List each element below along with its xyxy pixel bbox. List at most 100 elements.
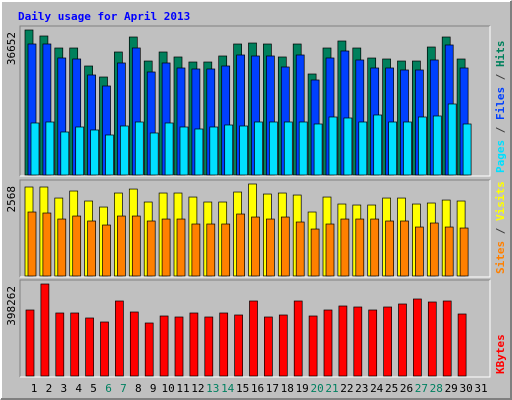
bar bbox=[30, 122, 40, 176]
bar bbox=[462, 123, 472, 176]
bar bbox=[90, 129, 99, 176]
x-tick-label: 18 bbox=[281, 382, 294, 395]
bar bbox=[149, 132, 159, 176]
legend-separator: / bbox=[494, 67, 507, 87]
bar bbox=[293, 300, 303, 377]
panel-shadow bbox=[19, 279, 490, 377]
bar bbox=[415, 226, 424, 277]
bar bbox=[343, 117, 353, 176]
x-tick-label: 12 bbox=[191, 382, 204, 395]
bar bbox=[159, 315, 169, 377]
bar bbox=[146, 220, 156, 277]
bar bbox=[57, 218, 67, 277]
x-tick-label: 2 bbox=[46, 382, 53, 395]
legend-separator: / bbox=[494, 120, 507, 140]
y-tick-label: 36652 bbox=[5, 32, 18, 65]
legend: KBytes bbox=[494, 334, 507, 374]
bar bbox=[191, 223, 201, 277]
legend-separator: / bbox=[494, 221, 507, 241]
bar bbox=[370, 218, 380, 277]
bar bbox=[221, 223, 231, 277]
bar bbox=[459, 227, 469, 277]
bar bbox=[105, 134, 114, 176]
x-tick-label: 15 bbox=[236, 382, 249, 395]
bar bbox=[174, 316, 184, 377]
bar bbox=[234, 314, 243, 377]
bar bbox=[373, 114, 383, 176]
bar bbox=[144, 322, 154, 377]
bar bbox=[27, 211, 37, 277]
bar bbox=[368, 309, 378, 377]
x-tick-label: 10 bbox=[161, 382, 174, 395]
bar bbox=[75, 126, 85, 176]
bar bbox=[251, 216, 260, 277]
bar bbox=[398, 303, 407, 377]
bar bbox=[383, 306, 392, 377]
bar bbox=[295, 221, 305, 277]
legend-entry: Hits bbox=[494, 41, 507, 68]
bar bbox=[358, 121, 368, 176]
bar bbox=[444, 226, 454, 277]
bar bbox=[266, 218, 275, 277]
x-tick-label: 16 bbox=[251, 382, 264, 395]
bar bbox=[194, 128, 204, 176]
bar bbox=[427, 301, 437, 377]
bar bbox=[85, 317, 94, 377]
bar bbox=[388, 121, 397, 176]
bar bbox=[413, 298, 422, 377]
x-tick-label: 20 bbox=[310, 382, 323, 395]
bar bbox=[72, 215, 82, 277]
x-tick-label: 29 bbox=[445, 382, 458, 395]
bar bbox=[87, 220, 96, 277]
x-tick-label: 19 bbox=[296, 382, 309, 395]
y-tick-label: 2568 bbox=[5, 186, 18, 213]
x-tick-label: 27 bbox=[415, 382, 428, 395]
x-tick-label: 26 bbox=[400, 382, 413, 395]
bar bbox=[442, 300, 452, 377]
bar bbox=[209, 126, 219, 176]
bar bbox=[298, 121, 308, 176]
bar bbox=[432, 115, 442, 176]
x-tick-label: 13 bbox=[206, 382, 219, 395]
bar bbox=[385, 220, 394, 277]
bar bbox=[403, 121, 412, 176]
panel-highlight bbox=[20, 280, 491, 378]
bar bbox=[224, 124, 234, 176]
bar bbox=[340, 218, 350, 277]
bar bbox=[42, 212, 52, 277]
legend: Sites / Visits bbox=[494, 181, 507, 274]
bar bbox=[457, 313, 467, 377]
bar bbox=[280, 216, 290, 277]
x-tick-label: 7 bbox=[120, 382, 127, 395]
bar bbox=[429, 222, 439, 277]
bar bbox=[418, 116, 427, 176]
legend-entry: Pages bbox=[494, 140, 507, 173]
bar bbox=[179, 126, 189, 176]
x-tick-label: 28 bbox=[430, 382, 443, 395]
bar bbox=[176, 218, 186, 277]
bar bbox=[278, 314, 288, 377]
bar bbox=[447, 103, 457, 176]
bar bbox=[264, 316, 273, 377]
bar bbox=[117, 215, 126, 277]
bar bbox=[129, 311, 139, 377]
x-tick-label: 6 bbox=[105, 382, 112, 395]
bar bbox=[45, 121, 55, 176]
bar bbox=[338, 305, 348, 377]
bar bbox=[120, 125, 129, 176]
bar bbox=[204, 316, 214, 377]
panel-shadow bbox=[19, 25, 490, 176]
bar bbox=[100, 321, 109, 377]
bar bbox=[310, 228, 320, 277]
x-tick-label: 21 bbox=[325, 382, 338, 395]
bar bbox=[328, 116, 338, 176]
bar bbox=[60, 131, 70, 176]
x-tick-label: 11 bbox=[176, 382, 189, 395]
bar bbox=[355, 218, 365, 277]
bar bbox=[325, 223, 335, 277]
y-tick-label: 398262 bbox=[5, 286, 18, 326]
bar bbox=[189, 312, 199, 377]
x-tick-label: 5 bbox=[90, 382, 97, 395]
bar bbox=[254, 121, 263, 176]
